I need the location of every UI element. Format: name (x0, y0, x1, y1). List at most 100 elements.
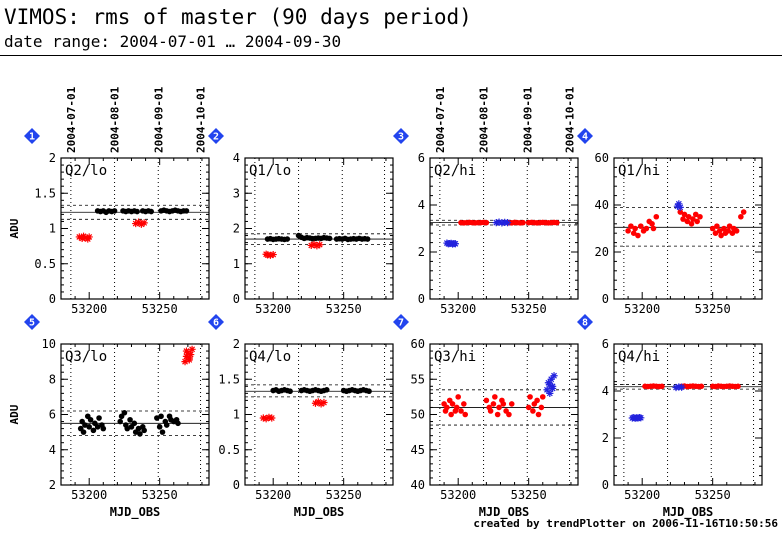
y-tick-label: 40 (411, 478, 425, 492)
y-tick-label: 40 (595, 198, 609, 212)
data-point (156, 424, 163, 430)
y-tick-label: 6 (602, 337, 609, 351)
panel-number-badge (577, 314, 593, 330)
data-point (326, 235, 333, 242)
y-tick-label: 2 (602, 431, 609, 445)
data-point (712, 230, 719, 236)
data-point (188, 345, 196, 353)
data-point (182, 352, 191, 360)
y-tick-label: 55 (411, 372, 425, 386)
data-point (677, 209, 684, 215)
data-point (690, 216, 696, 222)
data-point (137, 220, 145, 228)
panel-number-badge (393, 314, 409, 330)
data-point (121, 409, 128, 416)
data-point (525, 404, 532, 411)
y-tick-label: 3 (233, 186, 240, 200)
plot-frame (60, 157, 210, 300)
y-axis-label: ADU (8, 218, 21, 238)
data-point (487, 408, 494, 414)
data-point (311, 399, 320, 407)
data-point (444, 404, 450, 411)
x-tick-label: 53250 (326, 488, 362, 502)
date-tick-label: 2004-07-01 (65, 86, 78, 153)
data-point (483, 397, 490, 404)
data-point (508, 401, 515, 407)
data-point (266, 251, 274, 259)
x-tick-label: 53200 (71, 302, 107, 316)
panel-number-badge (24, 128, 40, 144)
chart-panel: 0 2 4 6 53200 53250 Q4/hi 8 MJD_OBS (577, 314, 763, 520)
data-point (81, 234, 89, 242)
panel-label: Q3/hi (434, 349, 476, 365)
data-point (709, 225, 716, 232)
data-point (632, 225, 638, 232)
data-point (140, 219, 148, 227)
page-title: VIMOS: rms of master (90 days period) (4, 5, 472, 29)
y-tick-label: 0 (602, 292, 609, 306)
x-tick-label: 53200 (71, 488, 107, 502)
data-point (692, 211, 699, 218)
plot-frame (613, 343, 763, 486)
data-point (364, 236, 371, 242)
data-point (495, 218, 503, 226)
data-point (187, 350, 195, 359)
x-tick-label: 53250 (142, 302, 178, 316)
y-tick-label: 1.5 (218, 372, 240, 386)
data-point (127, 416, 133, 423)
y-tick-label: 1 (233, 257, 240, 271)
chart-panel: 2 4 6 8 10 53200 53250 Q3/lo 5 ADU MJD_OBS (8, 314, 210, 520)
data-point (82, 422, 88, 428)
chart-panel: 0 2 4 6 53200 53250 Q2/hi 3 2004-07-01 2004-08-01… (393, 86, 579, 316)
data-point (87, 416, 94, 423)
data-point (726, 223, 733, 229)
y-tick-label: 20 (595, 245, 609, 259)
y-tick-label: 2 (233, 222, 240, 236)
data-point (546, 389, 554, 397)
data-point (100, 425, 107, 432)
data-point (697, 213, 703, 220)
panel-label: Q1/lo (249, 163, 291, 179)
data-point (684, 218, 691, 225)
x-axis-label: MJD_OBS (294, 505, 345, 520)
data-point (483, 219, 490, 226)
data-point (673, 202, 682, 210)
panel-label: Q3/lo (65, 349, 107, 365)
data-point (85, 233, 93, 241)
x-tick-label: 53200 (624, 302, 660, 316)
date-tick-label: 2004-10-01 (564, 86, 577, 153)
chart-panel: 0 0.5 1 1.5 2 53200 53250 Q2/lo 1 ADU 2004-07-01 20… (8, 86, 210, 316)
x-axis-label: MJD_OBS (110, 505, 161, 520)
data-point (635, 232, 641, 239)
data-point (685, 213, 692, 220)
data-point (175, 420, 181, 427)
data-point (158, 413, 164, 420)
x-axis-label: MJD_OBS (663, 505, 714, 520)
data-point (637, 414, 645, 422)
panel-number: 5 (29, 318, 35, 329)
data-point (740, 209, 747, 215)
panel-label: Q4/hi (618, 349, 660, 365)
data-point (448, 411, 454, 418)
data-point (637, 223, 644, 229)
y-tick-label: 0 (233, 292, 240, 306)
data-point (159, 429, 166, 435)
data-point (694, 218, 700, 225)
data-point (287, 388, 293, 395)
data-point (550, 372, 558, 380)
chart-panel: 40 45 50 55 60 53200 53250 Q3/hi 7 MJD_OBS (393, 314, 579, 520)
data-point (530, 408, 536, 414)
data-point (90, 427, 97, 434)
data-point (721, 225, 727, 232)
panel-number-badge (393, 128, 409, 144)
data-point (262, 415, 270, 423)
x-tick-label: 53250 (511, 488, 547, 502)
data-point (449, 401, 456, 407)
data-point (534, 397, 540, 404)
y-axis-label: ADU (8, 404, 21, 424)
y-tick-label: 2 (49, 151, 56, 165)
data-point (134, 208, 140, 215)
data-point (535, 411, 542, 418)
data-point (182, 347, 191, 355)
